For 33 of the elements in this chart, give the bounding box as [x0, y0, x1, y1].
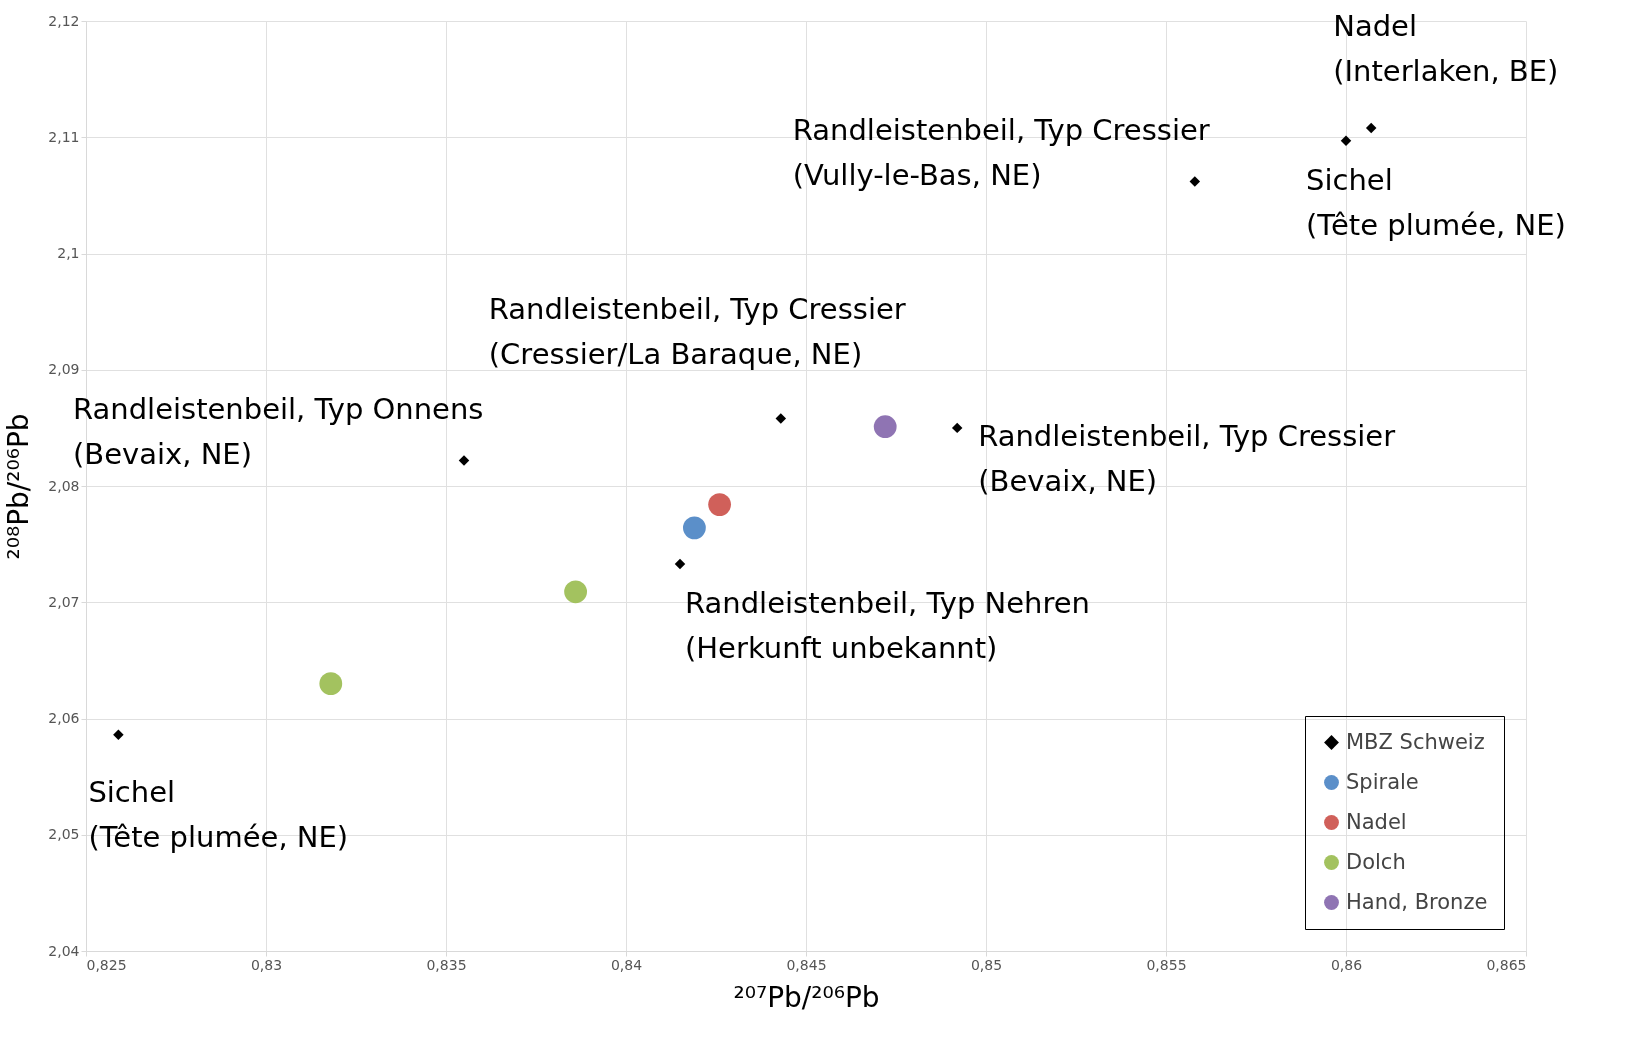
x-tick-label: 0,86: [1330, 956, 1363, 973]
y-tick-label: 2,08: [48, 477, 80, 494]
annotation: Sichel (Tête plumée, NE): [88, 774, 349, 854]
annotation: Randleistenbeil, Typ Cressier (Cressier/La Baraque, NE): [488, 291, 906, 371]
legend-label: Dolch: [1346, 849, 1406, 874]
annotation: Randleistenbeil, Typ Nehren (Herkunft unbekannt): [685, 585, 1090, 665]
legend-label: Spirale: [1346, 769, 1419, 794]
x-tick-label: 0,85: [970, 956, 1003, 973]
y-tick-label: 2,05: [48, 826, 80, 843]
annotation: Randleistenbeil, Typ Cressier (Vully-le-Bas, NE): [792, 113, 1210, 193]
y-tick-label: 2,07: [48, 593, 80, 610]
x-tick-label: 0,83: [250, 956, 283, 973]
y-tick-label: 2,06: [48, 710, 80, 726]
x-tick-label: 0,865: [1486, 956, 1527, 973]
legend-label: MBZ Schweiz: [1346, 729, 1485, 754]
annotation: Nadel (Interlaken, BE): [1333, 8, 1559, 88]
y-axis-title: ²⁰⁸Pb/²⁰⁶Pb: [2, 413, 36, 560]
y-tick-label: 2,04: [48, 942, 80, 959]
y-tick-label: 2,12: [48, 12, 80, 29]
x-axis-title: ²⁰⁷Pb/²⁰⁶Pb: [733, 980, 880, 1014]
annotation: Randleistenbeil, Typ Cressier (Bevaix, NE): [978, 418, 1396, 498]
x-tick-label: 0,845: [786, 956, 827, 973]
x-tick-label: 0,835: [426, 956, 467, 973]
x-tick-label: 0,84: [610, 956, 643, 973]
x-tick-label: 0,825: [86, 956, 127, 973]
legend-label: Hand, Bronze: [1346, 889, 1488, 914]
y-tick-label: 2,09: [48, 361, 80, 378]
y-tick-label: 2,11: [48, 128, 80, 145]
y-tick-label: 2,1: [57, 245, 80, 261]
annotation: Randleistenbeil, Typ Onnens (Bevaix, NE): [73, 392, 484, 472]
x-tick-label: 0,855: [1146, 956, 1187, 973]
annotation: Sichel (Tête plumée, NE): [1306, 162, 1566, 242]
legend-label: Nadel: [1346, 809, 1407, 834]
